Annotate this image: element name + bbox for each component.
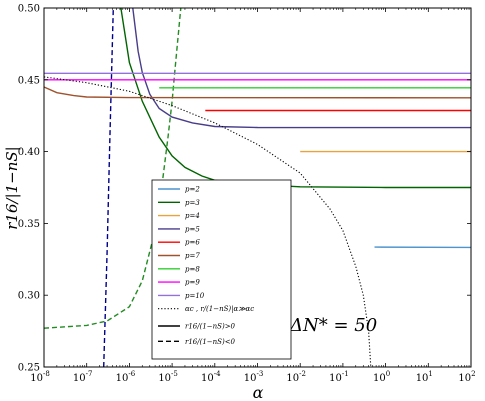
legend-label: p=3 <box>185 199 200 207</box>
x-tick-label: 101 <box>416 370 433 384</box>
series-line-p-5-dashed <box>103 8 114 367</box>
series-line-p-5-solid <box>132 8 471 129</box>
ticks-layer: 10-8 10-7 10-6 10-5 10-4 10-3 10-2 10-1 100 101 10… <box>18 4 476 385</box>
legend-label: p=5 <box>185 225 200 233</box>
y-tick-label: 0.25 <box>18 363 40 374</box>
legend-label: p=2 <box>185 186 200 194</box>
y-axis-label: r16/|1−nS| <box>3 146 21 229</box>
x-tick-label: 10-6 <box>116 370 136 384</box>
series-line-p-3-solid <box>120 8 471 189</box>
legend-label: r16/(1−nS)<0 <box>185 338 236 346</box>
y-tick-label: 0.30 <box>18 291 40 302</box>
y-tick-label: 0.40 <box>18 147 40 158</box>
legend-box <box>151 179 292 360</box>
x-tick-label: 10-2 <box>286 370 306 384</box>
legend-label: αc , r/(1−nS)|α≫αc <box>185 305 254 313</box>
x-tick-label: 10-7 <box>73 370 93 384</box>
legend-label: p=4 <box>185 212 200 220</box>
legend-label: r16/(1−nS)>0 <box>185 323 236 331</box>
x-tick-label: 10-8 <box>30 370 50 384</box>
legend-label: p=6 <box>185 239 200 247</box>
x-tick-label: 10-4 <box>201 370 221 384</box>
y-tick-label: 0.50 <box>18 4 40 15</box>
legend-label: p=9 <box>185 279 200 287</box>
delta-n-annotation: ΔN* = 50 <box>289 315 377 336</box>
x-tick-label: 10-5 <box>158 370 178 384</box>
series-line--c-r-1-ns-c-dotted <box>44 76 372 367</box>
x-tick-label: 102 <box>458 370 475 384</box>
series-line-p-7-solid <box>44 86 471 99</box>
y-tick-label: 0.45 <box>18 75 40 86</box>
legend-label: p=10 <box>185 292 205 300</box>
legend-label: p=8 <box>185 265 200 273</box>
x-tick-label: 10-3 <box>244 370 264 384</box>
x-tick-label: 10-1 <box>329 370 349 384</box>
legend-label: p=7 <box>185 252 200 260</box>
x-tick-label: 100 <box>373 370 390 384</box>
plot-frame <box>43 7 472 368</box>
y-tick-label: 0.35 <box>18 219 40 230</box>
legend: p=2 p=3 p=4 p=5 p=6 p=7 p=8 p=9 p=10 αc , r/(1−nS… <box>151 179 292 360</box>
x-axis-label: α <box>253 383 264 401</box>
